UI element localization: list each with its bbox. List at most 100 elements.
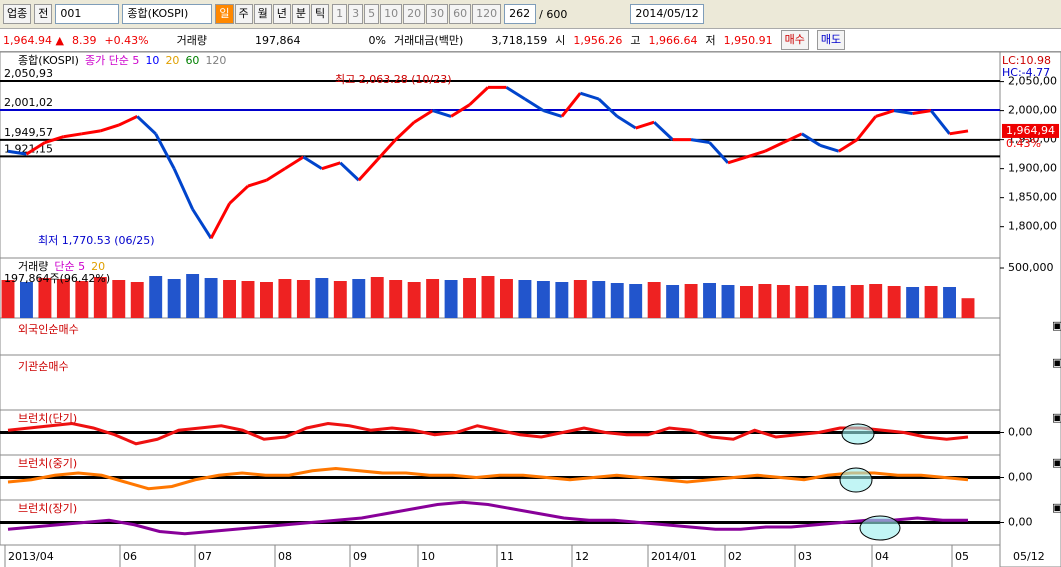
date-label: 06: [123, 550, 137, 563]
price-segment: [801, 132, 822, 147]
volume-last: 197,864주(96.42%): [4, 272, 110, 285]
price-segment: [542, 109, 563, 118]
low: 1,950.91: [723, 33, 773, 47]
open: 1,956.26: [573, 33, 623, 47]
volume-bar: [223, 280, 236, 318]
volume-bar: [776, 285, 790, 318]
interval[interactable]: 10: [380, 4, 403, 24]
buy-button[interactable]: 매수: [780, 30, 809, 50]
volume-bar: [666, 285, 680, 318]
all[interactable]: 전: [34, 4, 53, 24]
price-segment: [209, 202, 231, 239]
legend-item: 120: [205, 54, 226, 67]
price-segment: [708, 141, 730, 164]
price-segment: [468, 86, 490, 106]
price-segment: [746, 149, 766, 159]
interval[interactable]: 1: [332, 4, 348, 24]
y-tick-label: 2,050,00: [1008, 75, 1057, 88]
low-label: 저: [705, 34, 716, 47]
y-tick-label: 1,900,00: [1008, 162, 1057, 175]
price-segment: [597, 97, 619, 118]
price-segment: [302, 155, 323, 170]
date[interactable]: 2014/05/12: [630, 4, 704, 24]
volume-label: 거래량: [176, 34, 207, 47]
date-label: 09: [353, 550, 367, 563]
interval[interactable]: 120: [472, 4, 502, 24]
period[interactable]: 년: [272, 4, 291, 24]
date-label: 02: [728, 550, 742, 563]
amount-label: 거래대금(백만): [393, 34, 464, 47]
interval[interactable]: 3: [348, 4, 364, 24]
volume-bar: [75, 281, 89, 318]
price-segment: [432, 109, 452, 118]
interval[interactable]: 20: [403, 4, 426, 24]
date-label: 12: [575, 550, 589, 563]
legend-item: 60: [185, 54, 199, 67]
volume-bar: [647, 282, 661, 318]
price-segment: [560, 92, 582, 118]
interval[interactable]: 5: [364, 4, 380, 24]
panel-title: 브런치(단기): [18, 412, 77, 425]
period[interactable]: 분: [291, 4, 310, 24]
y-tick-label: 500,000: [1008, 261, 1054, 274]
code[interactable]: 001: [55, 4, 120, 24]
period[interactable]: 월: [253, 4, 272, 24]
volume-bar: [906, 287, 920, 318]
volume-bar: [721, 285, 735, 318]
high-note: 최고 2,063.28 (10/23): [335, 73, 452, 86]
period[interactable]: 일: [215, 4, 234, 24]
period[interactable]: 주: [234, 4, 253, 24]
y-tick-label: 2,000,00: [1008, 104, 1057, 117]
price-segment: [284, 155, 305, 170]
price-segment: [321, 161, 341, 171]
interval[interactable]: 60: [449, 4, 472, 24]
price-segment: [228, 184, 250, 205]
volume-bar: [592, 281, 606, 318]
level-label: 1,949,57: [4, 126, 53, 139]
volume-bar: [758, 284, 772, 318]
volume-bar: [629, 284, 643, 318]
low-note: 최저 1,770.53 (06/25): [38, 234, 155, 247]
volume-bar: [426, 279, 440, 318]
last-price-box: [1002, 123, 1059, 138]
close-icon: ▣: [1052, 319, 1061, 332]
price-segment: [136, 115, 157, 135]
price-segment: [413, 109, 434, 124]
market[interactable]: 업종: [3, 4, 32, 24]
volume-bar: [850, 285, 864, 318]
volume-bar: [149, 276, 163, 318]
price-segment: [912, 109, 932, 115]
volume-bar: [536, 281, 550, 318]
volume-bar: [481, 276, 495, 318]
close-icon: ▣: [1052, 456, 1061, 469]
period[interactable]: 틱: [311, 4, 330, 24]
close-icon: ▣: [1052, 501, 1061, 514]
price-segment: [837, 138, 859, 153]
panel-title: 기관순매수: [18, 360, 69, 373]
count[interactable]: 262: [504, 4, 537, 24]
date-label: 11: [500, 550, 514, 563]
price-segment: [172, 168, 194, 210]
panel: [0, 354, 1001, 411]
volume: 197,864: [255, 33, 301, 47]
price-segment: [893, 109, 913, 115]
price-segment: [856, 115, 877, 141]
price-segment: [616, 115, 637, 130]
price-segment: [524, 97, 545, 112]
legend-item: 20: [165, 54, 179, 67]
volume-bar: [407, 282, 421, 318]
interval[interactable]: 30: [426, 4, 449, 24]
price-segment: [7, 149, 27, 156]
high-label: 고: [630, 34, 641, 47]
panel-title: 외국인순매수: [18, 323, 79, 336]
index-name[interactable]: 종합(KOSPI): [122, 4, 213, 24]
volume-bar: [296, 280, 310, 318]
price-segment: [782, 132, 803, 144]
y-tick-label: 1,850,00: [1008, 191, 1057, 204]
last-rate: 0.43%: [1006, 137, 1041, 150]
sell-button[interactable]: 매도: [816, 30, 846, 50]
volume-bar: [463, 278, 476, 318]
price-segment: [191, 208, 213, 240]
price-segment: [247, 178, 267, 188]
